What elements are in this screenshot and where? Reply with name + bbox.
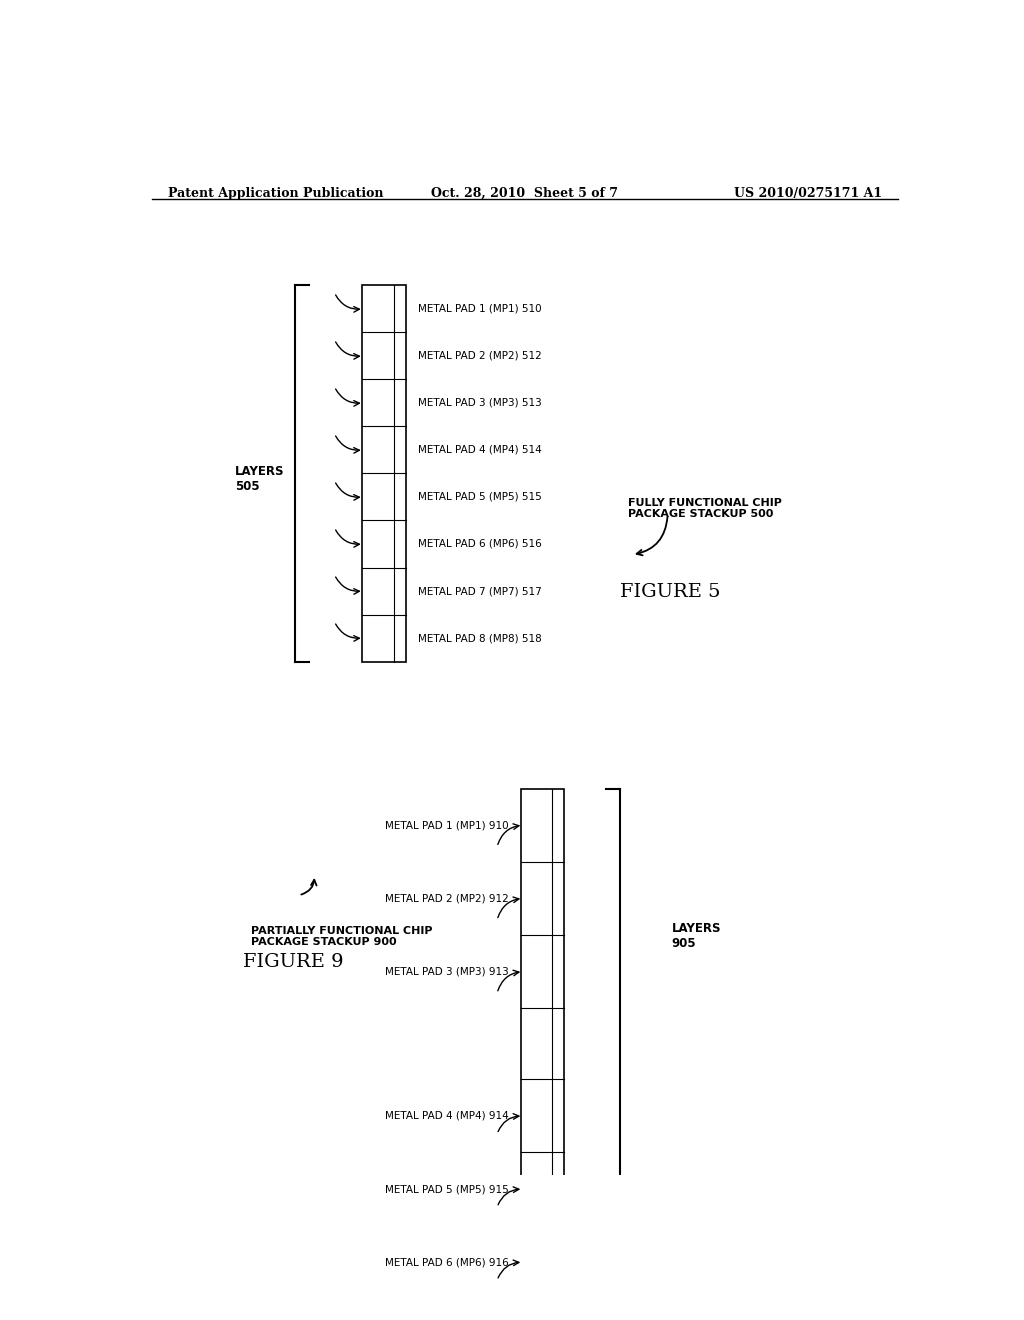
Text: METAL PAD 8 (MP8) 518: METAL PAD 8 (MP8) 518 <box>418 634 542 643</box>
Text: METAL PAD 6 (MP6) 516: METAL PAD 6 (MP6) 516 <box>418 539 542 549</box>
Text: Oct. 28, 2010  Sheet 5 of 7: Oct. 28, 2010 Sheet 5 of 7 <box>431 187 618 199</box>
Text: FULLY FUNCTIONAL CHIP
PACKAGE STACKUP 500: FULLY FUNCTIONAL CHIP PACKAGE STACKUP 50… <box>628 498 782 519</box>
Text: PARTIALLY FUNCTIONAL CHIP
PACKAGE STACKUP 900: PARTIALLY FUNCTIONAL CHIP PACKAGE STACKU… <box>251 925 432 948</box>
Text: METAL PAD 5 (MP5) 515: METAL PAD 5 (MP5) 515 <box>418 492 542 502</box>
Bar <box>521 788 564 1299</box>
Text: METAL PAD 1 (MP1) 510: METAL PAD 1 (MP1) 510 <box>418 304 542 314</box>
Text: Patent Application Publication: Patent Application Publication <box>168 187 383 199</box>
Text: METAL PAD 4 (MP4) 514: METAL PAD 4 (MP4) 514 <box>418 445 542 455</box>
Text: METAL PAD 6 (MP6) 916: METAL PAD 6 (MP6) 916 <box>385 1257 509 1267</box>
Text: LAYERS
505: LAYERS 505 <box>236 465 285 492</box>
Text: METAL PAD 3 (MP3) 913: METAL PAD 3 (MP3) 913 <box>385 966 509 977</box>
Text: METAL PAD 2 (MP2) 912: METAL PAD 2 (MP2) 912 <box>385 894 509 903</box>
Text: METAL PAD 3 (MP3) 513: METAL PAD 3 (MP3) 513 <box>418 397 542 408</box>
Text: FIGURE 5: FIGURE 5 <box>620 583 721 601</box>
Text: METAL PAD 7 (MP7) 517: METAL PAD 7 (MP7) 517 <box>418 586 542 597</box>
Text: METAL PAD 4 (MP4) 914: METAL PAD 4 (MP4) 914 <box>385 1111 509 1121</box>
Text: METAL PAD 1 (MP1) 910: METAL PAD 1 (MP1) 910 <box>385 820 509 830</box>
Text: FIGURE 9: FIGURE 9 <box>243 953 344 972</box>
Text: METAL PAD 5 (MP5) 915: METAL PAD 5 (MP5) 915 <box>385 1184 509 1195</box>
Text: LAYERS
905: LAYERS 905 <box>672 921 721 950</box>
Bar <box>362 285 406 661</box>
Text: METAL PAD 2 (MP2) 512: METAL PAD 2 (MP2) 512 <box>418 351 542 360</box>
Text: US 2010/0275171 A1: US 2010/0275171 A1 <box>734 187 882 199</box>
